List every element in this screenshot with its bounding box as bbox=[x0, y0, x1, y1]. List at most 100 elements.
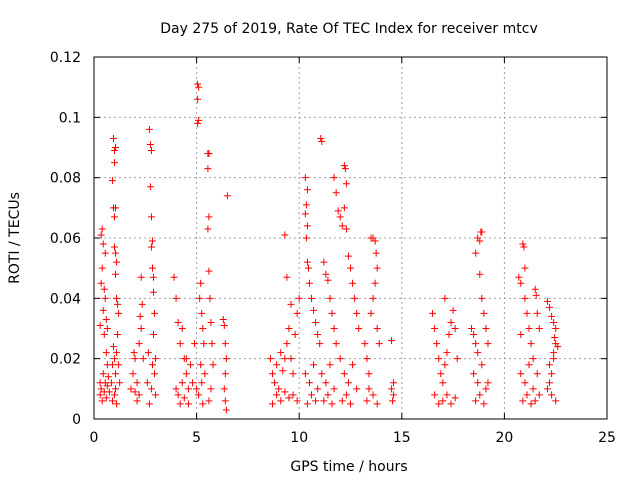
data-point bbox=[186, 361, 194, 369]
data-point bbox=[96, 321, 104, 329]
data-point bbox=[148, 264, 156, 272]
data-point bbox=[195, 391, 203, 399]
data-point bbox=[515, 273, 523, 281]
data-point bbox=[375, 340, 383, 348]
data-point bbox=[273, 391, 281, 399]
data-point bbox=[287, 355, 295, 363]
data-point bbox=[113, 258, 121, 266]
data-point bbox=[301, 174, 309, 182]
data-point bbox=[108, 361, 116, 369]
data-point bbox=[443, 391, 451, 399]
data-point bbox=[137, 325, 145, 332]
data-point bbox=[206, 294, 214, 302]
data-point bbox=[113, 349, 121, 357]
data-point bbox=[472, 249, 480, 257]
data-point bbox=[347, 400, 354, 408]
data-point bbox=[301, 210, 309, 218]
data-point bbox=[336, 213, 344, 221]
data-point bbox=[303, 222, 311, 230]
data-point bbox=[340, 162, 348, 170]
data-point bbox=[548, 391, 556, 399]
data-point bbox=[275, 385, 283, 393]
data-point bbox=[349, 361, 357, 369]
data-point bbox=[429, 309, 437, 317]
y-tick-label: 0.06 bbox=[50, 231, 81, 247]
data-point bbox=[476, 391, 484, 399]
data-point bbox=[291, 331, 299, 339]
data-point bbox=[98, 264, 106, 272]
data-point bbox=[283, 340, 291, 348]
data-point bbox=[143, 379, 151, 387]
data-point bbox=[194, 95, 202, 103]
data-point bbox=[476, 237, 484, 245]
data-point bbox=[338, 222, 346, 230]
data-point bbox=[112, 370, 120, 378]
data-point bbox=[114, 300, 122, 308]
data-point bbox=[277, 397, 285, 405]
data-point bbox=[363, 355, 371, 363]
data-point bbox=[273, 361, 281, 369]
data-point bbox=[207, 385, 215, 393]
data-point bbox=[310, 361, 318, 369]
data-point bbox=[205, 213, 213, 221]
data-point bbox=[205, 267, 213, 275]
data-point bbox=[172, 294, 180, 302]
data-point bbox=[451, 325, 459, 332]
data-points bbox=[96, 80, 562, 414]
data-point bbox=[480, 309, 488, 317]
data-point bbox=[482, 385, 490, 393]
data-point bbox=[441, 361, 449, 369]
data-point bbox=[330, 385, 338, 393]
data-point bbox=[303, 400, 311, 408]
data-point bbox=[111, 213, 119, 221]
data-point bbox=[204, 225, 212, 233]
y-tick-label: 0.02 bbox=[50, 352, 81, 368]
data-point bbox=[201, 370, 209, 378]
data-point bbox=[328, 309, 336, 317]
data-point bbox=[136, 312, 144, 320]
data-point bbox=[355, 325, 363, 332]
data-point bbox=[550, 355, 558, 363]
data-point bbox=[347, 264, 354, 272]
data-point bbox=[221, 370, 229, 378]
data-point bbox=[146, 140, 154, 148]
data-point bbox=[353, 385, 361, 393]
data-point bbox=[302, 234, 310, 242]
data-point bbox=[304, 264, 312, 272]
data-point bbox=[472, 340, 480, 348]
data-point bbox=[102, 315, 110, 323]
data-point bbox=[314, 331, 322, 339]
data-point bbox=[199, 400, 207, 408]
data-point bbox=[197, 361, 205, 369]
data-point bbox=[330, 174, 338, 182]
data-point bbox=[517, 331, 525, 339]
data-point bbox=[338, 397, 346, 405]
data-point bbox=[527, 400, 535, 408]
data-point bbox=[546, 303, 554, 311]
data-point bbox=[289, 391, 297, 399]
chart-title: Day 275 of 2019, Rate Of TEC Index for r… bbox=[160, 21, 537, 37]
data-point bbox=[180, 394, 188, 402]
data-point bbox=[114, 331, 122, 339]
data-point bbox=[109, 343, 117, 351]
data-point bbox=[98, 397, 106, 405]
data-point bbox=[342, 225, 350, 233]
data-point bbox=[174, 318, 182, 326]
data-point bbox=[369, 294, 377, 302]
data-point bbox=[520, 243, 528, 251]
data-point bbox=[447, 400, 455, 408]
data-point bbox=[341, 165, 349, 173]
data-point bbox=[367, 309, 375, 317]
data-point bbox=[476, 270, 484, 278]
x-axis-title: GPS time / hours bbox=[290, 459, 407, 475]
data-point bbox=[365, 370, 373, 378]
data-point bbox=[112, 385, 120, 393]
data-point bbox=[129, 370, 137, 378]
data-point bbox=[546, 361, 554, 369]
data-point bbox=[332, 189, 340, 197]
data-point bbox=[332, 340, 340, 348]
data-point bbox=[204, 165, 212, 173]
data-point bbox=[328, 400, 336, 408]
